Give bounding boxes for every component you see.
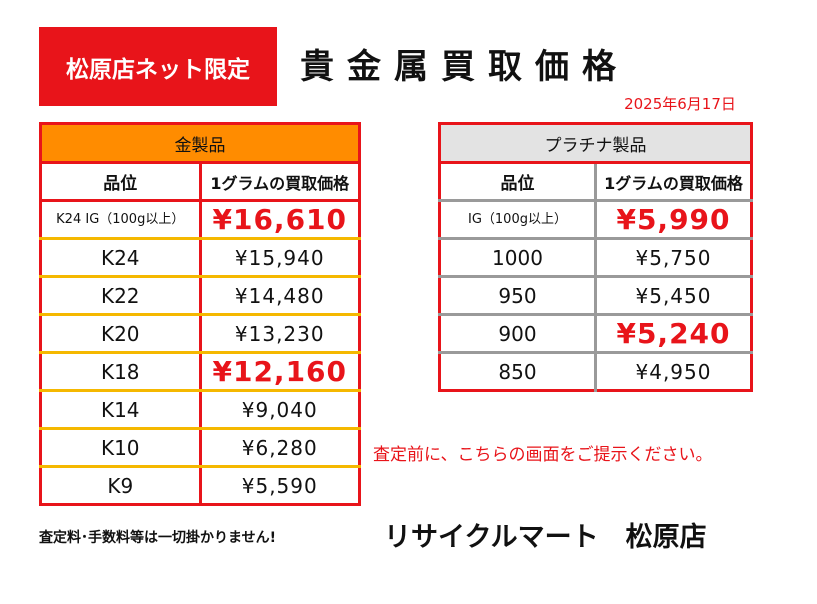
gold-price: ¥12,160	[200, 352, 360, 392]
gold-price: ¥5,590	[241, 473, 318, 498]
platinum-grade: 1000	[439, 238, 597, 278]
table-row: K20 ¥13,230	[40, 314, 360, 354]
gold-grade: K20	[40, 314, 202, 354]
table-row: 900 ¥5,240	[439, 314, 752, 354]
table-row: K24 ¥15,940	[40, 238, 360, 278]
store-name: リサイクルマート 松原店	[384, 522, 707, 553]
table-row: K10 ¥6,280	[40, 428, 360, 468]
present-screen-notice: 査定前に、こちらの画面をご提示ください。	[373, 445, 713, 465]
gold-grade: K22	[40, 276, 202, 316]
gold-grade: K10	[40, 428, 202, 468]
gold-table-header: 金製品	[40, 123, 360, 164]
platinum-price: ¥5,450	[595, 276, 752, 316]
platinum-grade: 950	[439, 276, 597, 316]
table-row: 850 ¥4,950	[439, 352, 752, 391]
table-row: 1000 ¥5,750	[439, 238, 752, 278]
gold-grade: K14	[40, 390, 202, 430]
platinum-col-grade: 品位	[439, 162, 597, 202]
platinum-price: ¥4,950	[635, 359, 712, 384]
gold-price: ¥14,480	[200, 276, 360, 316]
platinum-price: ¥5,240	[595, 314, 752, 354]
gold-price: ¥6,280	[200, 428, 360, 468]
gold-price-table: 金製品 品位 1グラムの買取価格 K24 IG（100g以上） ¥16,610 …	[39, 122, 361, 506]
gold-grade: K24	[40, 238, 202, 278]
table-row: 950 ¥5,450	[439, 276, 752, 316]
platinum-price: ¥5,750	[595, 238, 752, 278]
gold-col-price: 1グラムの買取価格	[200, 162, 360, 202]
gold-price: ¥13,230	[200, 314, 360, 354]
platinum-price: ¥5,990	[595, 200, 752, 240]
table-row: K22 ¥14,480	[40, 276, 360, 316]
platinum-grade: 850	[439, 352, 597, 391]
platinum-grade: 900	[439, 314, 597, 354]
table-row: K14 ¥9,040	[40, 390, 360, 430]
gold-grade: K24 IG（100g以上）	[40, 200, 202, 240]
platinum-table-header: プラチナ製品	[439, 123, 752, 164]
no-fee-note: 査定料･手数料等は一切掛かりません!	[39, 530, 276, 546]
price-date: 2025年6月17日	[624, 95, 736, 113]
table-row: K18 ¥12,160	[40, 352, 360, 392]
table-row: K9 ¥5,590	[40, 466, 360, 505]
platinum-col-price: 1グラムの買取価格	[595, 162, 752, 202]
table-row: K24 IG（100g以上） ¥16,610	[40, 200, 360, 240]
gold-grade: K9	[40, 466, 202, 505]
gold-price: ¥16,610	[200, 200, 360, 240]
platinum-price-table: プラチナ製品 品位 1グラムの買取価格 IG（100g以上） ¥5,990 10…	[438, 122, 753, 392]
gold-price: ¥15,940	[200, 238, 360, 278]
page-title: 貴金属買取価格	[300, 46, 629, 87]
platinum-grade: IG（100g以上）	[439, 200, 597, 240]
table-row: IG（100g以上） ¥5,990	[439, 200, 752, 240]
gold-grade: K18	[40, 352, 202, 392]
gold-col-grade: 品位	[40, 162, 202, 202]
promo-badge: 松原店ネット限定	[39, 27, 277, 106]
gold-price: ¥9,040	[200, 390, 360, 430]
